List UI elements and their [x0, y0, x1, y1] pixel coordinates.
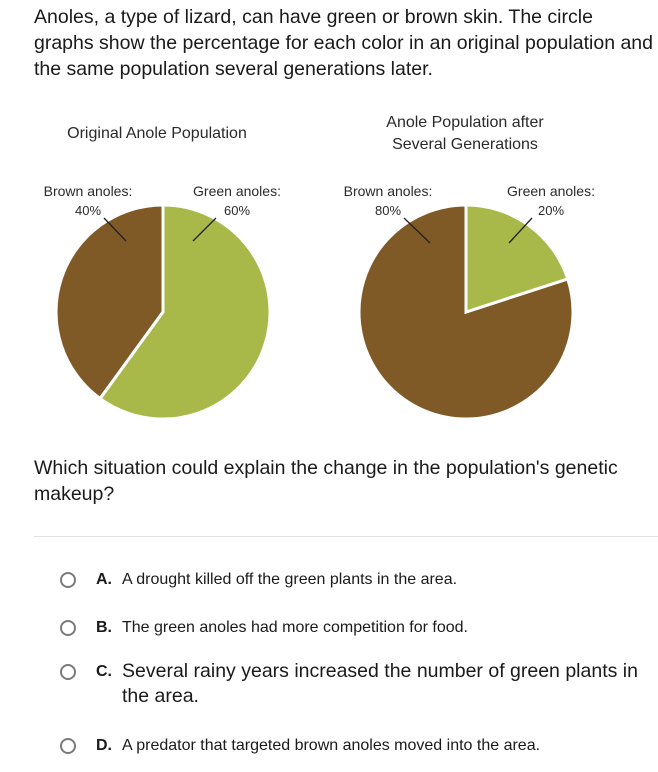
option-c[interactable]: C. Several rainy years increased the num… [60, 659, 642, 709]
chart1-title: Original Anole Population [67, 125, 247, 142]
chart1-brown-leader-line [103, 217, 127, 242]
chart2-title-line1: Anole Population after [386, 114, 544, 131]
radio-b[interactable] [60, 620, 76, 636]
chart1-brown-value: 40% [75, 203, 101, 218]
option-c-letter: C. [96, 663, 112, 680]
option-c-text: Several rainy years increased the number… [122, 660, 638, 707]
option-a[interactable]: A. A drought killed off the green plants… [60, 570, 457, 590]
chart2-green-leader-line [508, 217, 533, 244]
chart1-green-label: Green anoles: [193, 183, 281, 199]
radio-d[interactable] [60, 738, 76, 754]
radio-a[interactable] [60, 572, 76, 588]
question-text: Which situation could explain the change… [34, 457, 618, 505]
chart2-green-label: Green anoles: [507, 183, 595, 199]
option-a-letter: A. [96, 571, 112, 588]
chart2-brown-leader-line [403, 217, 431, 244]
chart2-title-line2: Several Generations [392, 136, 538, 153]
chart1-green-leader-line [192, 217, 217, 242]
intro-text: Anoles, a type of lizard, can have green… [34, 6, 654, 80]
option-b-text: The green anoles had more competition fo… [122, 619, 468, 636]
chart1-brown-label: Brown anoles: [44, 183, 133, 199]
chart2-brown-value: 80% [375, 203, 401, 218]
chart2-slice-green [464, 203, 570, 315]
chart2-brown-label: Brown anoles: [344, 183, 433, 199]
radio-c[interactable] [60, 664, 76, 680]
chart1-slice-green [98, 203, 272, 421]
option-d-letter: D. [96, 737, 112, 754]
option-d[interactable]: D. A predator that targeted brown anoles… [60, 736, 540, 756]
option-a-text: A drought killed off the green plants in… [122, 571, 458, 588]
divider [34, 536, 658, 537]
chart2-slice-brown [357, 203, 575, 421]
chart1-green-value: 60% [224, 203, 250, 218]
chart2-green-value: 20% [538, 203, 564, 218]
option-b[interactable]: B. The green anoles had more competition… [60, 618, 468, 638]
chart1-slice-brown [54, 203, 165, 401]
pie-charts-figure: Original Anole Population Brown anoles: … [44, 114, 595, 421]
option-b-letter: B. [96, 619, 112, 636]
option-d-text: A predator that targeted brown anoles mo… [122, 737, 541, 754]
